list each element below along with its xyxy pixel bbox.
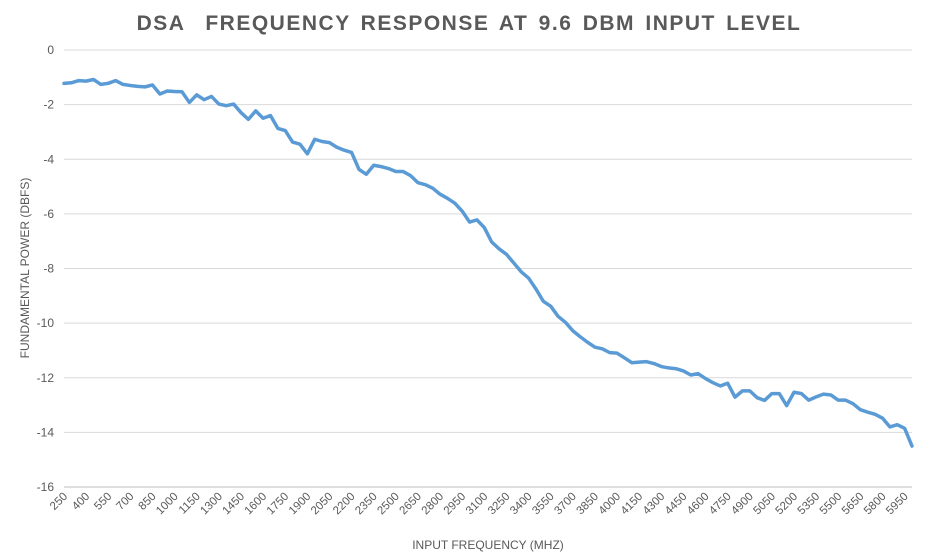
x-tick-label: 3250 — [486, 491, 513, 518]
x-tick-label: 4000 — [597, 491, 624, 518]
x-tick-label: 4750 — [707, 491, 734, 518]
x-tick-label: 1150 — [177, 491, 203, 517]
x-tick-label: 4300 — [641, 491, 668, 518]
x-tick-label: 2200 — [331, 491, 358, 518]
x-tick-label: 3100 — [464, 491, 491, 518]
series-layer — [62, 77, 914, 448]
x-tick-label: 4900 — [729, 491, 756, 518]
x-tick-label: 1000 — [154, 491, 181, 518]
x-tick-label: 2050 — [309, 491, 336, 518]
x-tick-label: 400 — [70, 491, 92, 513]
y-tick-label: -4 — [43, 152, 54, 166]
x-tick-label: 2350 — [353, 491, 380, 518]
y-axis-ticks: 0 -2 -4 -6 -8 -10 -12 -14 -16 — [37, 43, 55, 494]
x-axis-ticks: 250 400 550 700 8501000115013001450160017501… — [48, 491, 911, 518]
x-tick-label: 550 — [92, 491, 114, 513]
x-axis-title: INPUT FREQUENCY (MHZ) — [412, 538, 564, 552]
y-tick-label: -12 — [37, 371, 55, 385]
y-tick-label: -2 — [43, 98, 54, 112]
y-tick-label: -6 — [43, 207, 54, 221]
x-tick-label: 1600 — [243, 491, 270, 518]
y-tick-label: -8 — [43, 262, 54, 276]
x-tick-label: 2950 — [442, 491, 469, 518]
y-axis-title: FUNDAMENTAL POWER (DBFS) — [18, 178, 32, 359]
x-tick-label: 2800 — [420, 491, 447, 518]
x-tick-label: 5650 — [840, 491, 867, 518]
x-tick-label: 1900 — [287, 491, 314, 518]
x-tick-label: 4450 — [663, 491, 690, 518]
chart-title: DSA FREQUENCY RESPONSE AT 9.6 DBM INPUT … — [136, 12, 802, 35]
y-tick-label: 0 — [47, 43, 54, 57]
series-line — [62, 77, 914, 448]
y-tick-label: -16 — [37, 480, 55, 494]
x-tick-label: 3400 — [508, 491, 535, 518]
x-tick-label: 5200 — [774, 491, 801, 518]
x-tick-label: 1750 — [265, 491, 292, 518]
x-tick-label: 5350 — [796, 491, 823, 518]
x-tick-label: 2650 — [397, 491, 424, 518]
x-tick-label: 1300 — [198, 491, 225, 518]
x-tick-label: 3700 — [552, 491, 579, 518]
y-tick-label: -14 — [37, 425, 55, 439]
x-tick-label: 4600 — [685, 491, 712, 518]
x-tick-label: 3850 — [574, 491, 601, 518]
x-tick-label: 5800 — [862, 491, 889, 518]
x-tick-label: 5950 — [884, 491, 911, 518]
x-tick-label: 1450 — [221, 491, 248, 518]
grid-layer — [64, 49, 912, 488]
x-tick-label: 2500 — [375, 491, 402, 518]
x-tick-label: 5050 — [751, 491, 778, 518]
x-tick-label: 4150 — [619, 491, 646, 518]
x-tick-label: 700 — [114, 491, 136, 513]
y-tick-label: -10 — [37, 316, 55, 330]
x-tick-label: 5500 — [818, 491, 845, 518]
x-tick-label: 3550 — [530, 491, 557, 518]
